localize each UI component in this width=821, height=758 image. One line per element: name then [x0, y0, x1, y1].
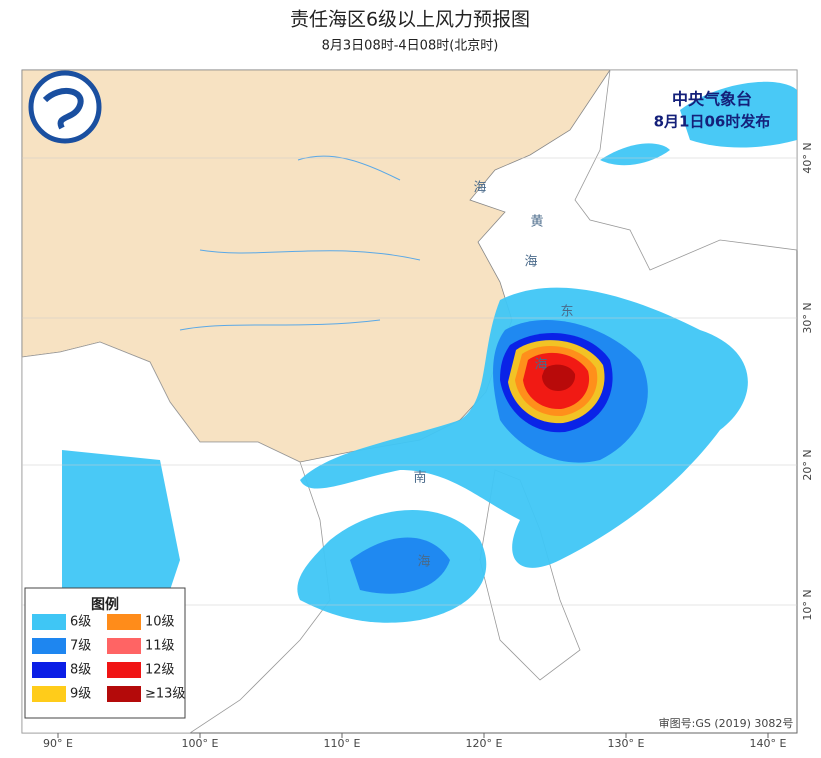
- longitude-label: 130° E: [608, 737, 645, 750]
- legend-label: 9级: [70, 687, 91, 702]
- sea-label: 南: [413, 470, 426, 486]
- wind-area: [680, 81, 797, 148]
- wind-area: [350, 537, 450, 594]
- legend-label: 10级: [145, 615, 175, 630]
- legend-swatch: [32, 686, 66, 702]
- sea-label: 黄: [530, 215, 543, 230]
- legend-swatch: [32, 614, 66, 630]
- legend-swatch: [107, 686, 141, 702]
- sea-label: 海: [417, 555, 430, 570]
- longitude-label: 140° E: [750, 737, 787, 750]
- legend-swatch: [32, 662, 66, 678]
- wind-area: [62, 450, 180, 590]
- subtitle: 8月3日08时-4日08时(北京时): [322, 39, 499, 54]
- logo: [28, 70, 102, 144]
- legend-swatch: [107, 662, 141, 678]
- legend-swatch: [107, 614, 141, 630]
- legend-label: 7级: [70, 639, 91, 654]
- longitude-label: 120° E: [466, 737, 503, 750]
- wind-area: [542, 364, 576, 391]
- longitude-label: 100° E: [182, 737, 219, 750]
- rivers: [179, 155, 421, 331]
- sea-label: 东: [560, 305, 573, 320]
- title: 责任海区6级以上风力预报图: [290, 9, 530, 31]
- longitude-label: 110° E: [324, 737, 361, 750]
- latitude-label: 30° N: [801, 302, 814, 333]
- logo-mark: [42, 88, 84, 130]
- sea-label: 海: [473, 181, 486, 196]
- wind-areas: [22, 81, 797, 623]
- legend-label: 11级: [145, 639, 175, 654]
- legend-swatch: [107, 638, 141, 654]
- latitude-label: 10° N: [801, 589, 814, 620]
- latitude-label: 40° N: [801, 142, 814, 173]
- legend-label: 8级: [70, 663, 91, 678]
- legend-label: 12级: [145, 663, 175, 678]
- agency: 中央气象台: [672, 90, 752, 109]
- longitude-label: 90° E: [43, 737, 73, 750]
- latitude-label: 20° N: [801, 449, 814, 480]
- issue-time: 8月1日06时发布: [654, 113, 771, 131]
- review-number: 审图号:GS (2019) 3082号: [659, 716, 794, 730]
- legend-title: 图例: [91, 596, 119, 613]
- sea-label: 海: [524, 255, 537, 270]
- sea-label: 海: [534, 358, 547, 373]
- legend-label: 6级: [70, 615, 91, 630]
- legend-label: ≥13级: [145, 687, 185, 702]
- wind-area: [600, 143, 670, 166]
- legend-swatch: [32, 638, 66, 654]
- map: [21, 69, 798, 734]
